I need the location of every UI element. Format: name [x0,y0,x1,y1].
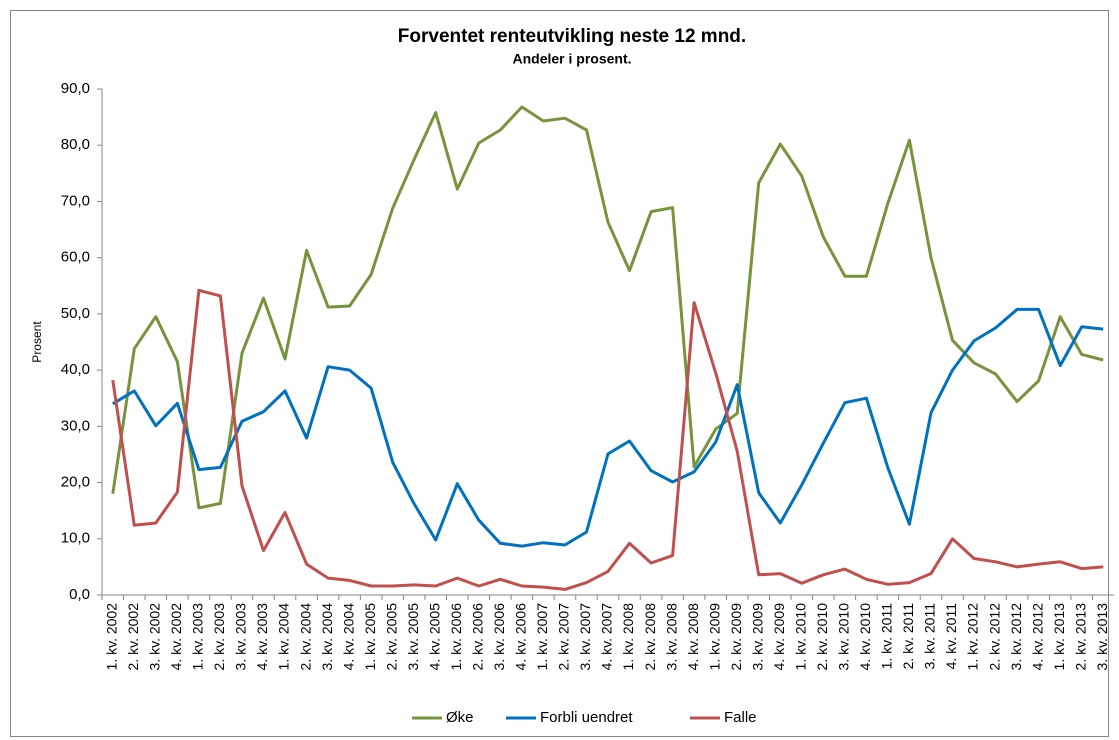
x-tick-label: 3. kv. 2009 [749,603,765,671]
x-tick-label: 3. kv. 2011 [922,603,938,670]
x-tick-label: 2. kv. 2013 [1072,603,1088,671]
x-tick-label: 4. kv. 2006 [513,603,529,671]
legend-label: Forbli uendret [540,709,633,726]
x-tick-label: 3. kv. 2013 [1094,603,1110,671]
x-tick-label: 2. kv. 2004 [297,603,313,671]
y-tick-label: 80,0 [61,136,90,153]
x-tick-label: 2. kv. 2008 [642,603,658,671]
y-tick-label: 60,0 [61,249,90,266]
x-tick-label: 4. kv. 2002 [168,603,184,671]
chart-frame [10,10,1109,737]
x-tick-label: 1. kv. 2003 [190,603,206,671]
y-tick-label: 30,0 [61,417,90,434]
y-tick-label: 20,0 [61,474,90,491]
x-tick-label: 4. kv. 2009 [771,603,787,671]
x-tick-label: 2. kv. 2010 [814,603,830,671]
x-tick-label: 3. kv. 2004 [319,603,335,671]
x-tick-label: 1. kv. 2009 [706,603,722,671]
x-tick-label: 1. kv. 2002 [103,603,119,671]
y-tick-label: 10,0 [61,530,90,547]
legend-label: Øke [446,709,474,726]
x-tick-label: 2. kv. 2006 [470,603,486,671]
x-tick-label: 1. kv. 2013 [1051,603,1067,671]
x-tick-label: 4. kv. 2011 [943,603,959,670]
x-tick-label: 2. kv. 2005 [383,603,399,671]
chart-subtitle: Andeler i prosent. [512,51,631,67]
x-tick-label: 3. kv. 2002 [147,603,163,671]
x-tick-label: 4. kv. 2007 [599,603,615,671]
y-tick-label: 70,0 [61,192,90,209]
x-tick-label: 2. kv. 2002 [125,603,141,671]
x-tick-label: 3. kv. 2006 [491,603,507,671]
x-tick-label: 2. kv. 2007 [556,603,572,671]
y-tick-label: 40,0 [61,361,90,378]
chart-title: Forventet renteutvikling neste 12 mnd. [398,26,746,47]
x-tick-label: 1. kv. 2007 [534,603,550,671]
x-tick-label: 1. kv. 2011 [879,603,895,670]
x-tick-label: 2. kv. 2011 [900,603,916,670]
y-axis-label: Prosent [30,321,44,363]
line-series [112,307,1104,548]
x-tick-label: 4. kv. 2008 [685,603,701,671]
x-tick-label: 1. kv. 2005 [362,603,378,671]
x-tick-label: 3. kv. 2008 [663,603,679,671]
y-tick-label: 50,0 [61,305,90,322]
x-tick-label: 1. kv. 2006 [448,603,464,671]
x-tick-label: 4. kv. 2012 [1029,603,1045,671]
y-tick-label: 0,0 [69,586,90,603]
x-tick-label: 1. kv. 2010 [792,603,808,671]
x-tick-label: 4. kv. 2004 [340,603,356,671]
legend-label: Falle [724,709,757,726]
x-tick-label: 3. kv. 2005 [405,603,421,671]
x-tick-label: 1. kv. 2012 [965,603,981,671]
x-tick-label: 2. kv. 2009 [728,603,744,671]
x-tick-label: 2. kv. 2012 [986,603,1002,671]
x-tick-label: 3. kv. 2007 [577,603,593,671]
x-tick-label: 3. kv. 2012 [1008,603,1024,671]
x-tick-label: 1. kv. 2004 [276,603,292,671]
x-tick-label: 4. kv. 2010 [857,603,873,671]
x-tick-label: 4. kv. 2003 [254,603,270,671]
x-tick-label: 1. kv. 2008 [620,603,636,671]
x-tick-label: 3. kv. 2003 [233,603,249,671]
x-tick-label: 2. kv. 2003 [211,603,227,671]
line-series [111,288,1104,591]
y-tick-label: 90,0 [61,80,90,97]
x-tick-label: 3. kv. 2010 [836,603,852,671]
x-tick-label: 4. kv. 2005 [426,603,442,671]
line-series [111,105,1104,510]
